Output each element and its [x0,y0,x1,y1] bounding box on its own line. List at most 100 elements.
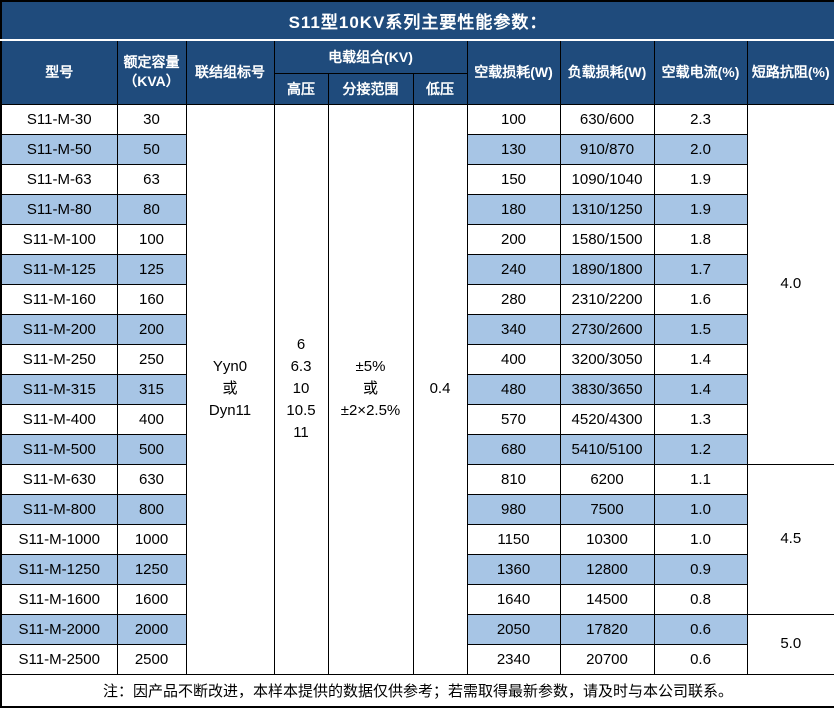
model-cell: S11-M-2500 [0,643,118,675]
no-load-current-cell: 1.3 [653,403,748,435]
no-load-current-cell: 0.8 [653,583,748,615]
header-row-1: 型号 额定容量 （KVA） 联结组标号 电载组合(KV) 空载损耗(W) 负载损… [0,39,834,105]
no-load-current-cell: 0.9 [653,553,748,585]
capacity-cell: 800 [116,493,187,525]
capacity-cell: 100 [116,223,187,255]
model-cell: S11-M-80 [0,193,118,225]
model-cell: S11-M-100 [0,223,118,255]
header-voltage-group: 电载组合(KV) [273,39,468,74]
load-loss-cell: 5410/5100 [559,433,655,465]
model-cell: S11-M-400 [0,403,118,435]
table-row: S11-M-80 80 180 1310/1250 1.9 [0,193,834,225]
table-row: S11-M-315 315 480 3830/3650 1.4 [0,373,834,405]
no-load-loss-cell: 240 [466,253,561,285]
no-load-loss-cell: 200 [466,223,561,255]
load-loss-cell: 2730/2600 [559,313,655,345]
no-load-current-cell: 1.6 [653,283,748,315]
load-loss-cell: 10300 [559,523,655,555]
table-row: S11-M-800 800 980 7500 1.0 [0,493,834,525]
no-load-loss-cell: 2340 [466,643,561,675]
header-capacity: 额定容量 （KVA） [116,39,187,105]
no-load-loss-cell: 680 [466,433,561,465]
connection-cell: Yyn0 或 Dyn11 [185,103,275,675]
title-row: S11型10KV系列主要性能参数： [0,0,834,41]
table-row: S11-M-30 30 Yyn0 或 Dyn11 6 6.3 10 10.5 11 ±5… [0,103,834,675]
no-load-loss-cell: 480 [466,373,561,405]
no-load-loss-cell: 1360 [466,553,561,585]
load-loss-cell: 3200/3050 [559,343,655,375]
table-row: S11-M-2000 2000 2050 17820 0.6 5.0 [0,613,834,675]
header-impedance: 短路抗阻(%) [746,39,834,105]
page-title: S11型10KV系列主要性能参数： [0,0,834,41]
model-cell: S11-M-1250 [0,553,118,585]
header-connection: 联结组标号 [185,39,275,105]
model-cell: S11-M-63 [0,163,118,195]
no-load-current-cell: 1.5 [653,313,748,345]
model-cell: S11-M-160 [0,283,118,315]
model-cell: S11-M-250 [0,343,118,375]
model-cell: S11-M-1600 [0,583,118,615]
capacity-cell: 50 [116,133,187,165]
capacity-cell: 1250 [116,553,187,585]
no-load-current-cell: 2.0 [653,133,748,165]
header-no-load-current: 空载电流(%) [653,39,748,105]
no-load-loss-cell: 150 [466,163,561,195]
header-no-load-loss: 空载损耗(W) [466,39,561,105]
capacity-cell: 400 [116,403,187,435]
capacity-cell: 2500 [116,643,187,675]
no-load-loss-cell: 100 [466,103,561,135]
load-loss-cell: 1890/1800 [559,253,655,285]
impedance-cell: 5.0 [746,613,834,675]
table-row: S11-M-100 100 200 1580/1500 1.8 [0,223,834,255]
no-load-current-cell: 1.1 [653,463,748,495]
table-row: S11-M-50 50 130 910/870 2.0 [0,133,834,165]
capacity-cell: 1600 [116,583,187,615]
load-loss-cell: 7500 [559,493,655,525]
model-cell: S11-M-125 [0,253,118,285]
model-cell: S11-M-200 [0,313,118,345]
load-loss-cell: 910/870 [559,133,655,165]
header-low-voltage: 低压 [412,72,468,105]
no-load-loss-cell: 400 [466,343,561,375]
impedance-cell: 4.5 [746,463,834,615]
no-load-loss-cell: 1640 [466,583,561,615]
capacity-cell: 500 [116,433,187,465]
no-load-current-cell: 1.4 [653,373,748,405]
capacity-cell: 63 [116,163,187,195]
load-loss-cell: 630/600 [559,103,655,135]
header-model: 型号 [0,39,118,105]
table-row: S11-M-400 400 570 4520/4300 1.3 [0,403,834,435]
load-loss-cell: 2310/2200 [559,283,655,315]
impedance-cell: 4.0 [746,103,834,465]
header-load-loss: 负载损耗(W) [559,39,655,105]
capacity-cell: 125 [116,253,187,285]
header-row-2: 高压 分接范围 低压 [1,72,834,105]
capacity-cell: 80 [116,193,187,225]
no-load-loss-cell: 340 [466,313,561,345]
load-loss-cell: 20700 [559,643,655,675]
table-row: S11-M-630 630 810 6200 1.1 4.5 [0,463,834,615]
footer-note: 注：因产品不断改进，本样本提供的数据仅供参考；若需取得最新参数，请及时与本公司联… [0,673,834,708]
load-loss-cell: 14500 [559,583,655,615]
load-loss-cell: 12800 [559,553,655,585]
capacity-cell: 30 [116,103,187,135]
no-load-current-cell: 0.6 [653,643,748,675]
no-load-current-cell: 1.7 [653,253,748,285]
model-cell: S11-M-50 [0,133,118,165]
table-row: S11-M-63 63 150 1090/1040 1.9 [0,163,834,195]
capacity-cell: 200 [116,313,187,345]
no-load-current-cell: 1.0 [653,523,748,555]
load-loss-cell: 17820 [559,613,655,645]
capacity-cell: 160 [116,283,187,315]
no-load-current-cell: 0.6 [653,613,748,645]
no-load-loss-cell: 2050 [466,613,561,645]
model-cell: S11-M-2000 [0,613,118,645]
no-load-current-cell: 1.4 [653,343,748,375]
no-load-current-cell: 1.8 [653,223,748,255]
tap-range-cell: ±5% 或 ±2×2.5% [327,103,414,675]
header-tap-range: 分接范围 [327,72,414,105]
no-load-current-cell: 2.3 [653,103,748,135]
table-row: S11-M-125 125 240 1890/1800 1.7 [0,253,834,285]
